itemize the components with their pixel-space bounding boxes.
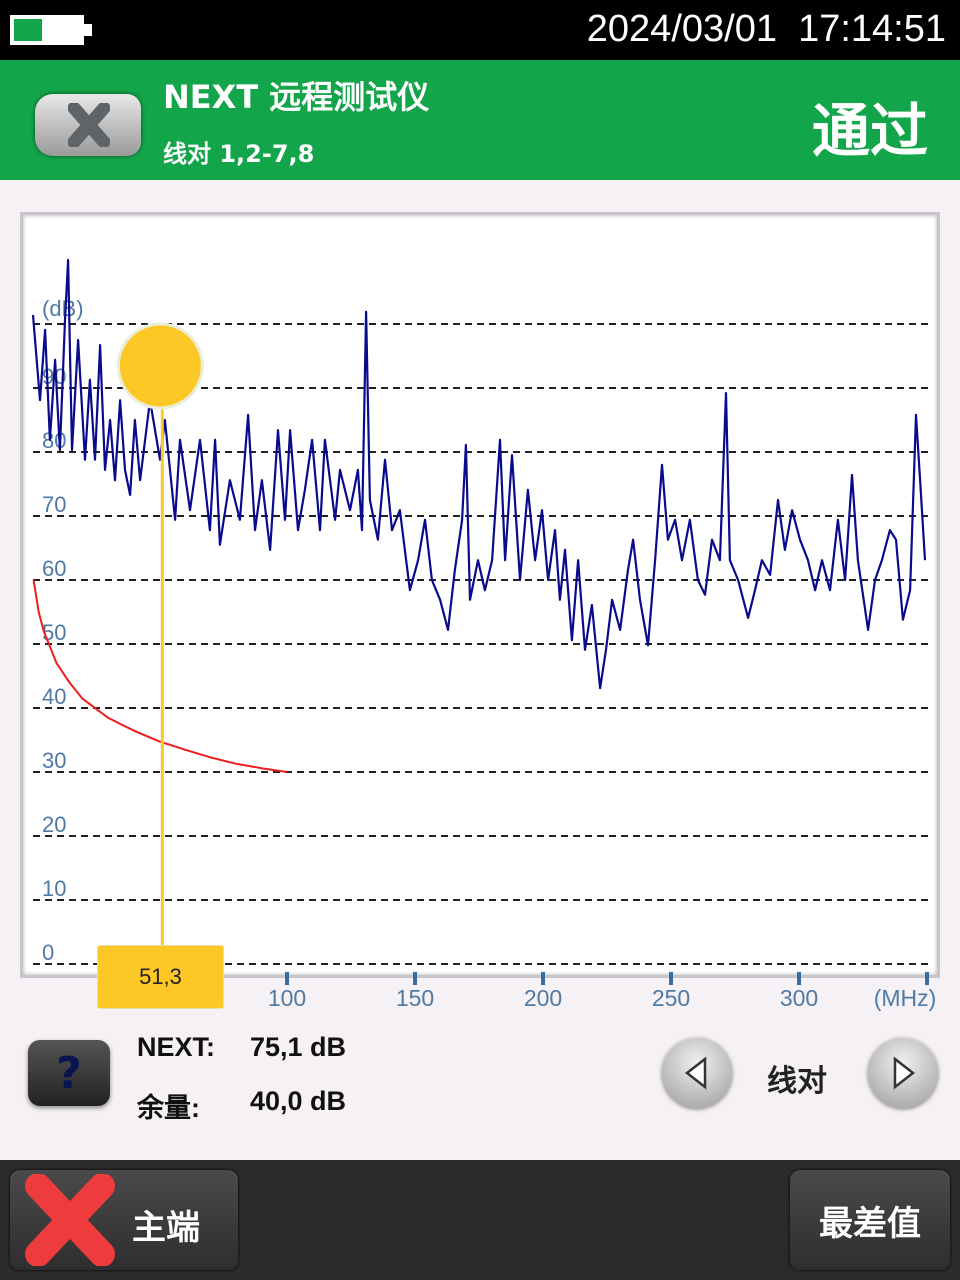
help-button[interactable]: ? [28, 1040, 110, 1106]
next-pair-button[interactable] [868, 1038, 938, 1108]
main-unit-button[interactable]: 主端 [10, 1170, 238, 1270]
close-x-icon [68, 103, 110, 147]
y-tick-label: 10 [42, 876, 66, 901]
red-x-fail-icon [25, 1174, 115, 1266]
x-tick-label: 150 [396, 985, 434, 1011]
y-tick-label: 40 [42, 684, 66, 709]
margin-value: 40,0 dB [250, 1086, 347, 1116]
y-tick-label: 70 [42, 492, 66, 517]
x-tick-label: 300 [780, 985, 818, 1011]
x-axis-unit: (MHz) [874, 985, 937, 1011]
pair-subtitle: 线对 1,2-7,8 [163, 140, 315, 168]
limit-line [32, 579, 288, 773]
main-unit-label: 主端 [132, 1208, 200, 1248]
worst-case-button[interactable]: 最差值 [790, 1170, 950, 1270]
result-status: 通过 [811, 97, 928, 165]
battery-icon [10, 15, 92, 45]
y-tick-label: 30 [42, 748, 66, 773]
back-button[interactable] [35, 94, 141, 156]
triangle-right-icon [893, 1056, 916, 1090]
cursor-handle[interactable] [116, 322, 204, 410]
x-tick-label: 250 [652, 985, 690, 1011]
status-bar: 2024/03/01 17:14:51 [0, 0, 960, 60]
header [0, 60, 960, 180]
triangle-left-icon [684, 1056, 707, 1090]
x-tick-label: 200 [524, 985, 562, 1011]
worst-case-label: 最差值 [819, 1203, 921, 1244]
y-axis-unit: (dB) [42, 296, 84, 321]
next-label: NEXT: [137, 1032, 216, 1062]
pair-label: 线对 [767, 1064, 827, 1099]
y-tick-label: 50 [42, 620, 66, 645]
y-tick-label: 60 [42, 556, 66, 581]
datetime: 2024/03/01 17:14:51 [586, 8, 946, 50]
x-tick-label: 100 [268, 985, 306, 1011]
next-value: 75,1 dB [250, 1032, 347, 1062]
y-tick-label: 80 [42, 428, 66, 453]
y-tick-label: 0 [42, 940, 54, 965]
y-tick-label: 20 [42, 812, 66, 837]
page-title: NEXT 远程测试仪 [163, 78, 430, 116]
next-measurement-trace [31, 258, 927, 690]
cursor-frequency-label[interactable]: 51,3 [97, 945, 224, 1009]
margin-label: 余量: [137, 1093, 200, 1123]
prev-pair-button[interactable] [662, 1038, 732, 1108]
